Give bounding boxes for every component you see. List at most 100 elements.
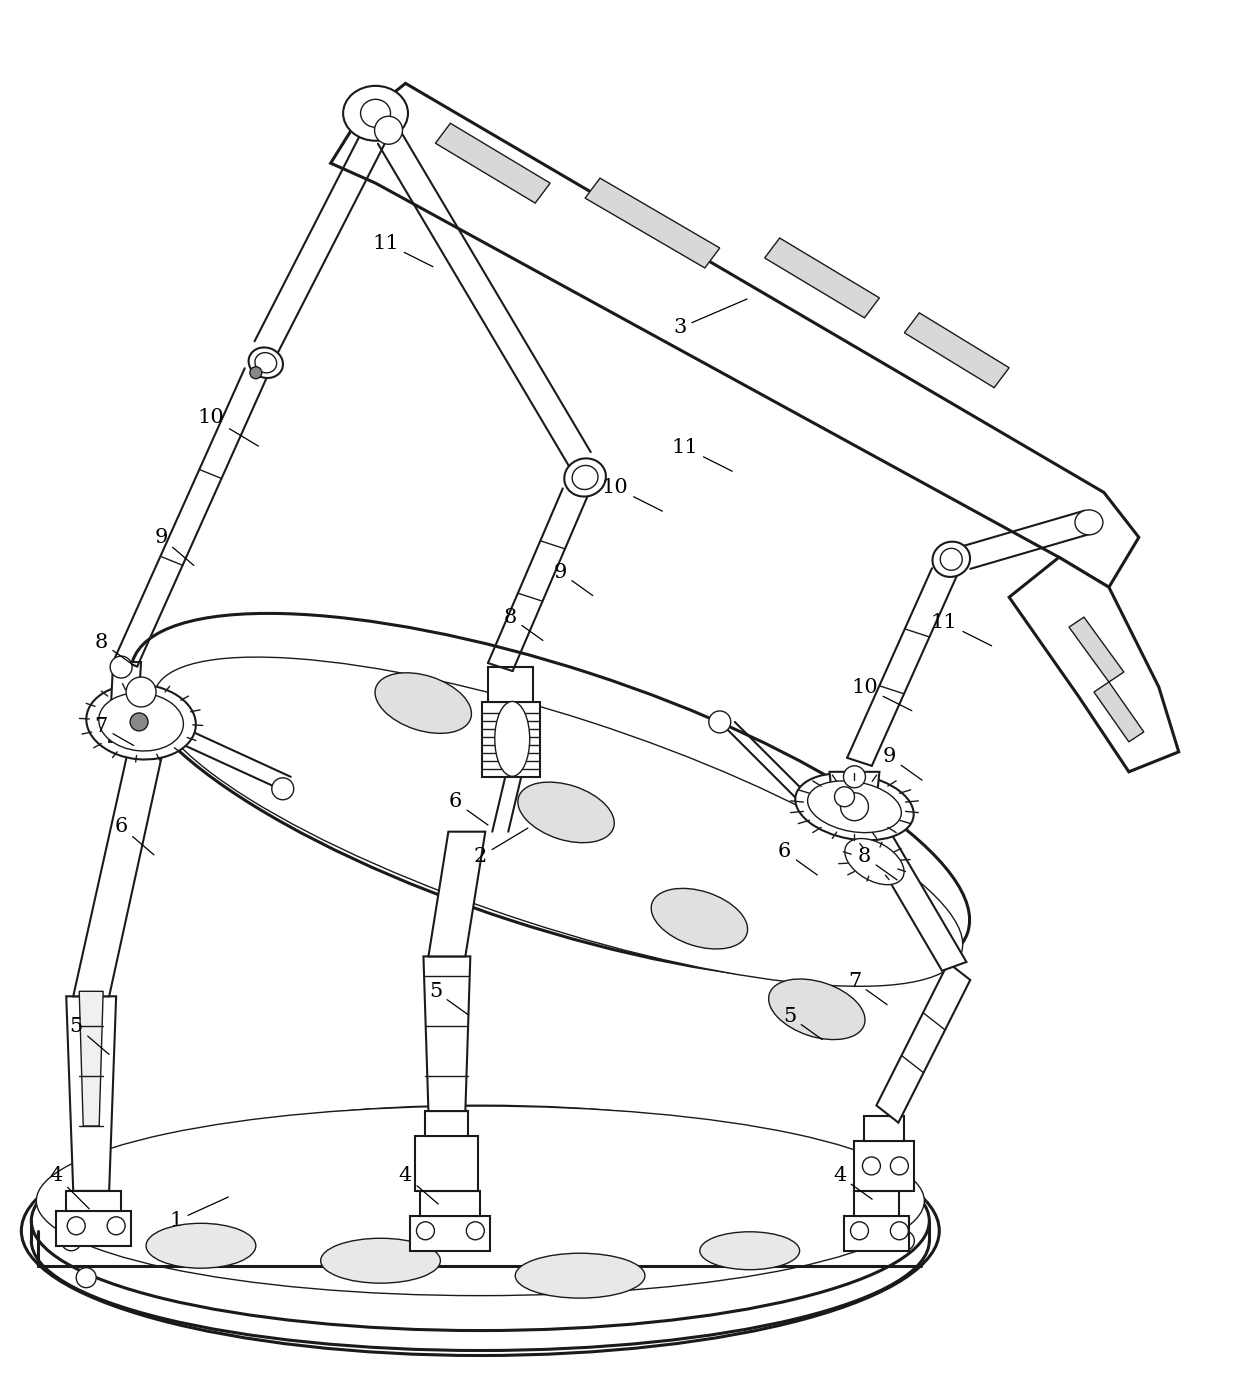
Text: 7: 7 — [94, 717, 134, 745]
Polygon shape — [904, 313, 1009, 388]
Text: 4: 4 — [833, 1166, 872, 1199]
Polygon shape — [765, 238, 879, 318]
Polygon shape — [410, 1216, 490, 1250]
Ellipse shape — [321, 1238, 440, 1283]
Text: 10: 10 — [197, 408, 258, 446]
Ellipse shape — [154, 657, 962, 986]
Text: 7: 7 — [848, 972, 887, 1005]
Ellipse shape — [99, 693, 184, 750]
Polygon shape — [1094, 682, 1143, 742]
Ellipse shape — [495, 701, 529, 777]
Ellipse shape — [890, 1157, 909, 1175]
Ellipse shape — [843, 766, 866, 788]
Ellipse shape — [651, 888, 748, 949]
Ellipse shape — [890, 1221, 909, 1239]
Ellipse shape — [699, 1232, 800, 1270]
Ellipse shape — [844, 839, 904, 884]
Bar — [489, 666, 533, 702]
Text: 11: 11 — [372, 234, 433, 267]
Ellipse shape — [835, 786, 854, 807]
Text: 6: 6 — [114, 817, 154, 855]
Text: 9: 9 — [154, 527, 193, 566]
Polygon shape — [877, 963, 970, 1122]
Polygon shape — [435, 124, 551, 202]
Ellipse shape — [126, 677, 156, 706]
Polygon shape — [854, 1142, 914, 1191]
Ellipse shape — [107, 1217, 125, 1235]
Ellipse shape — [36, 1106, 924, 1296]
Polygon shape — [331, 84, 1138, 587]
Ellipse shape — [249, 366, 262, 379]
Polygon shape — [425, 1111, 469, 1136]
Ellipse shape — [709, 711, 730, 733]
Polygon shape — [585, 178, 719, 269]
Text: 1: 1 — [170, 1197, 228, 1230]
Polygon shape — [73, 737, 166, 997]
Ellipse shape — [361, 99, 391, 127]
Ellipse shape — [343, 85, 408, 140]
Polygon shape — [66, 997, 117, 1191]
Ellipse shape — [87, 684, 196, 760]
Text: 11: 11 — [672, 438, 733, 471]
Text: 10: 10 — [601, 478, 662, 511]
Ellipse shape — [130, 613, 970, 980]
Ellipse shape — [110, 655, 133, 677]
Ellipse shape — [130, 713, 148, 731]
Polygon shape — [423, 957, 470, 1111]
Ellipse shape — [769, 979, 866, 1040]
Text: 8: 8 — [858, 847, 897, 880]
Ellipse shape — [518, 782, 614, 843]
Ellipse shape — [466, 1221, 485, 1239]
Ellipse shape — [67, 1217, 86, 1235]
Ellipse shape — [146, 1223, 255, 1268]
Polygon shape — [830, 772, 879, 822]
Ellipse shape — [932, 541, 970, 577]
Ellipse shape — [516, 1253, 645, 1299]
Polygon shape — [1069, 617, 1123, 682]
Text: 4: 4 — [399, 1166, 438, 1203]
Ellipse shape — [894, 1231, 914, 1250]
Polygon shape — [56, 1210, 131, 1246]
Polygon shape — [864, 1115, 904, 1142]
Bar — [482, 702, 541, 777]
Polygon shape — [844, 1216, 909, 1250]
Text: 9: 9 — [883, 748, 923, 781]
Polygon shape — [420, 1191, 480, 1216]
Polygon shape — [854, 1191, 899, 1216]
Ellipse shape — [807, 781, 901, 833]
Text: 8: 8 — [94, 632, 134, 665]
Ellipse shape — [851, 1221, 868, 1239]
Ellipse shape — [417, 1221, 434, 1239]
Polygon shape — [66, 1191, 122, 1210]
Ellipse shape — [564, 459, 606, 497]
Text: 6: 6 — [777, 843, 817, 874]
Text: 5: 5 — [69, 1016, 109, 1055]
Ellipse shape — [272, 778, 294, 800]
Polygon shape — [79, 991, 103, 1126]
Ellipse shape — [795, 772, 914, 840]
Ellipse shape — [863, 1157, 880, 1175]
Text: 10: 10 — [851, 677, 911, 711]
Text: 6: 6 — [449, 792, 489, 825]
Ellipse shape — [61, 1231, 81, 1250]
Text: 3: 3 — [673, 299, 748, 337]
Ellipse shape — [374, 116, 403, 145]
Text: 8: 8 — [503, 607, 543, 640]
Text: 9: 9 — [553, 563, 593, 596]
Ellipse shape — [374, 673, 471, 734]
Text: 11: 11 — [931, 613, 992, 646]
Ellipse shape — [255, 353, 277, 373]
Text: 5: 5 — [782, 1007, 822, 1040]
Polygon shape — [415, 1136, 479, 1191]
Polygon shape — [1009, 558, 1179, 772]
Ellipse shape — [76, 1268, 97, 1287]
Ellipse shape — [31, 1111, 929, 1330]
Text: 4: 4 — [50, 1166, 89, 1209]
Ellipse shape — [841, 793, 868, 821]
Polygon shape — [857, 818, 966, 971]
Text: 2: 2 — [474, 828, 528, 866]
Polygon shape — [429, 832, 485, 957]
Polygon shape — [109, 662, 141, 742]
Ellipse shape — [940, 548, 962, 570]
Ellipse shape — [248, 347, 283, 379]
